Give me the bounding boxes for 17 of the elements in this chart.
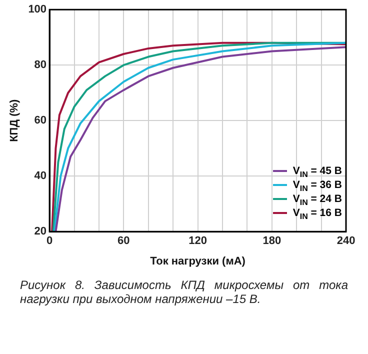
x-axis-title: Ток нагрузки (мА) bbox=[150, 255, 246, 268]
y-tick-label: 60 bbox=[34, 114, 47, 127]
y-tick-label: 40 bbox=[34, 170, 47, 182]
y-tick-label: 20 bbox=[34, 226, 47, 238]
x-tick-label: 0 bbox=[46, 235, 53, 248]
text: Рисунок 8. Зависимость КПД микросхемы от тока нагрузки при выходном напряжении –15 В. bbox=[20, 278, 348, 306]
legend-label: V$_{IN}$ = 45 В bbox=[292, 164, 342, 180]
x-tick-label: 180 bbox=[262, 235, 282, 248]
legend-label: V$_{IN}$ = 16 В bbox=[292, 206, 342, 222]
y-tick-label: 80 bbox=[34, 59, 47, 72]
x-tick-label: 120 bbox=[188, 235, 207, 248]
y-axis-title: КПД (%) bbox=[8, 98, 21, 142]
y-tick-label: 100 bbox=[28, 4, 47, 16]
x-tick-label: 240 bbox=[336, 235, 356, 248]
legend-label: V$_{IN}$ = 24 В bbox=[292, 192, 342, 208]
x-tick-label: 60 bbox=[118, 235, 130, 248]
legend-label: V$_{IN}$ = 36 В bbox=[292, 178, 342, 194]
